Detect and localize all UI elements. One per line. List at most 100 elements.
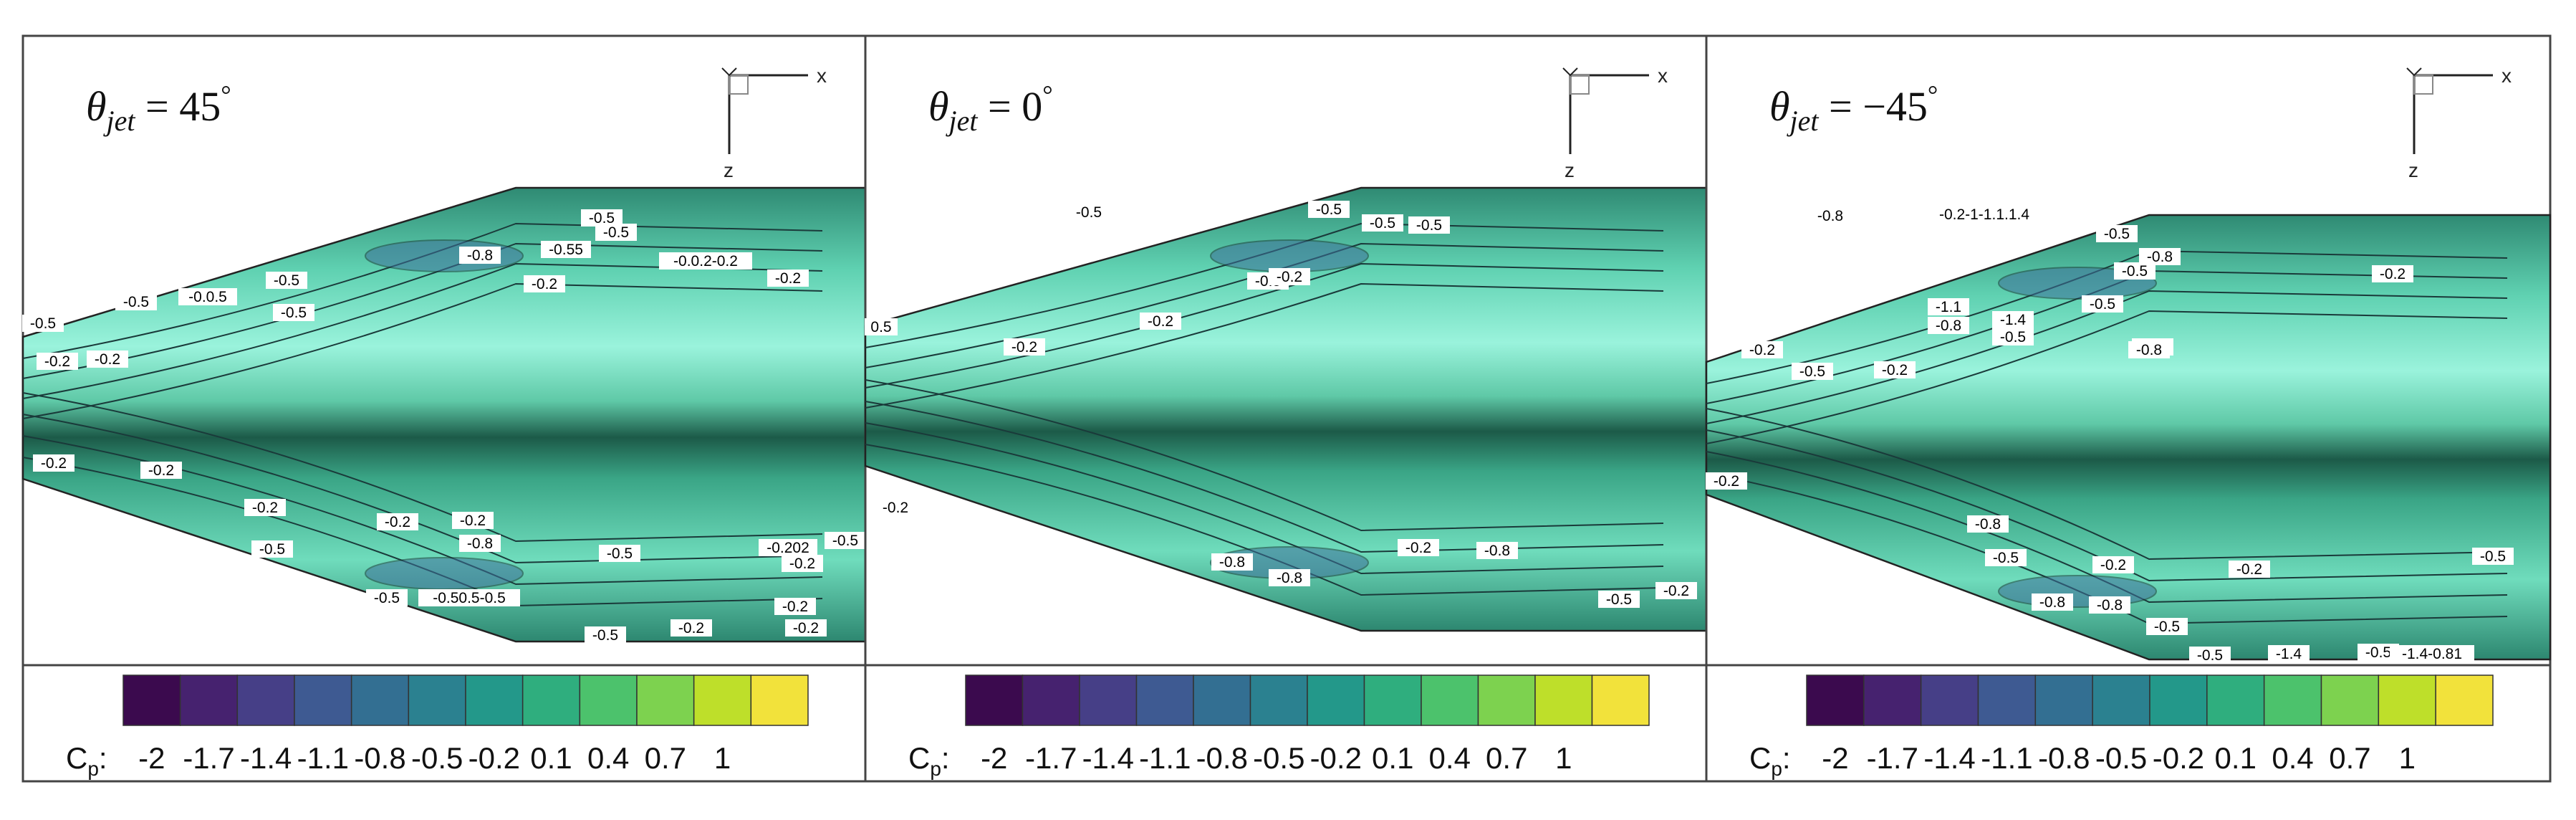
colorbar-tick: -1.1 bbox=[1139, 741, 1191, 775]
contour-label-box bbox=[767, 270, 809, 287]
isoline bbox=[22, 262, 823, 399]
contour-label: -0.5 bbox=[259, 541, 285, 558]
colorbar-swatch bbox=[122, 674, 181, 726]
colorbar-tick: -2 bbox=[1822, 741, 1848, 775]
colorbar-swatch bbox=[1135, 674, 1194, 726]
contour-label-box bbox=[2082, 295, 2123, 313]
title-value: = 0 bbox=[977, 83, 1042, 130]
contour-label-box bbox=[178, 288, 237, 305]
contour-label-box bbox=[1921, 206, 2048, 223]
axis-corner bbox=[2413, 75, 2433, 95]
contour-label-box bbox=[22, 315, 64, 332]
contour-label-box bbox=[1068, 204, 1110, 221]
isoline bbox=[1706, 310, 2508, 444]
contour-label: -0.2 bbox=[1714, 473, 1739, 490]
colorbar-tick: 0.7 bbox=[645, 741, 686, 775]
colorbar-swatch bbox=[1079, 674, 1138, 726]
contour-label-box bbox=[524, 275, 565, 292]
contour-label: -0.8 bbox=[2136, 342, 2162, 358]
colorbar-swatch bbox=[1249, 674, 1308, 726]
colorbar-swatch bbox=[965, 674, 1024, 726]
contour-label: -0.5 bbox=[603, 224, 629, 241]
contour-label-box bbox=[782, 555, 823, 572]
contour-label-box bbox=[1992, 328, 2034, 345]
contour-label-box bbox=[774, 598, 816, 615]
panel-title: θjet = −45° bbox=[1769, 80, 1938, 137]
contour-label-box bbox=[33, 454, 75, 472]
colorbar-tick: -0.8 bbox=[2038, 741, 2090, 775]
contour-label-box bbox=[785, 619, 827, 637]
contour-label: -0.5 bbox=[1370, 215, 1395, 232]
contour-label: -0.2 bbox=[41, 455, 67, 472]
colorbar-tick: 0.7 bbox=[2329, 741, 2370, 775]
contour-label: -0.5 bbox=[1606, 591, 1632, 608]
contour-label-box bbox=[266, 272, 307, 289]
contour-label-box bbox=[2268, 645, 2310, 662]
colorbar-swatch bbox=[465, 674, 524, 726]
title-degree: ° bbox=[221, 80, 231, 109]
colorbar-swatch bbox=[1534, 674, 1593, 726]
contour-label: -0.8 bbox=[2039, 594, 2065, 611]
contour-label-box bbox=[2372, 265, 2413, 282]
colorbar-label-main: C bbox=[1749, 741, 1771, 775]
colorbar-swatch bbox=[1806, 674, 1865, 726]
colorbar-swatch bbox=[2149, 674, 2208, 726]
contour-label: -0.2 bbox=[1011, 339, 1037, 356]
colorbar-swatch bbox=[579, 674, 638, 726]
contour-label-box bbox=[2146, 618, 2188, 635]
contour-label-box bbox=[1706, 472, 1747, 490]
axis-label-z: z bbox=[2408, 159, 2418, 181]
contour-label-box bbox=[2390, 645, 2474, 662]
contour-label-box bbox=[1269, 268, 1310, 285]
isoline bbox=[865, 379, 1664, 532]
contour-label: -1.1 bbox=[1936, 299, 1961, 315]
colorbar-tick: -0.2 bbox=[468, 741, 520, 775]
contour-label: -0.5 bbox=[1799, 363, 1825, 380]
contour-label: -0.2 bbox=[782, 599, 808, 615]
contour-label-box bbox=[1269, 569, 1310, 586]
colorbar-tick: -0.8 bbox=[1196, 741, 1248, 775]
contour-label: -0.5 bbox=[2365, 644, 2391, 661]
title-degree: ° bbox=[1928, 80, 1938, 109]
contour-label-box bbox=[1140, 313, 1181, 330]
panel-theta-minus45: θjet = −45°xz-0.8 -0.2-1-1.1.1.4-0.5-0.8-… bbox=[1705, 34, 2552, 783]
contour-label: -0.2 bbox=[678, 620, 704, 637]
title-degree: ° bbox=[1042, 80, 1052, 109]
contour-label: -0.8 bbox=[1936, 318, 1961, 334]
colorbar-tick: -1.7 bbox=[183, 741, 234, 775]
colorbar-tick: -1.1 bbox=[297, 741, 349, 775]
contour-label: -0.8 bbox=[1277, 570, 1302, 586]
colorbar-tick: -1.4 bbox=[1082, 741, 1134, 775]
y-axis-glyph bbox=[1562, 67, 1578, 77]
contour-label-box bbox=[2189, 647, 2231, 664]
colorbar-swatch bbox=[1022, 674, 1080, 726]
colorbar-label: Cp: bbox=[1749, 741, 1791, 780]
title-value: = −45 bbox=[1818, 83, 1927, 130]
title-subscript: jet bbox=[946, 105, 979, 137]
y-axis-glyph bbox=[721, 67, 737, 77]
colorbar-swatch bbox=[636, 674, 695, 726]
colorbar-tick: -0.5 bbox=[1253, 741, 1304, 775]
contour-label: -0.5 bbox=[274, 272, 299, 289]
isoline bbox=[22, 282, 823, 419]
contour-label: -0.2 bbox=[1749, 342, 1775, 358]
colorbar-swatch bbox=[2263, 674, 2322, 726]
colorbar-swatch bbox=[2206, 674, 2265, 726]
contour-label-box bbox=[366, 589, 408, 606]
contour-label-box bbox=[251, 540, 293, 558]
colorbar-tick: 0.7 bbox=[1486, 741, 1527, 775]
contour-label: -0.0.5 bbox=[188, 289, 227, 305]
contour-label: -0.2 bbox=[460, 512, 486, 529]
contour-label-box bbox=[1211, 553, 1253, 571]
colorbar-swatch bbox=[2435, 674, 2494, 726]
axis-label-z: z bbox=[1565, 159, 1575, 181]
low-pressure-region bbox=[1210, 239, 1369, 272]
title-value: = 45 bbox=[135, 83, 221, 130]
contour-label: -0.8 bbox=[467, 535, 493, 552]
colorbar-tick: -1.4 bbox=[240, 741, 292, 775]
colorbar-label: Cp: bbox=[66, 741, 107, 780]
contour-label-box bbox=[1004, 338, 1045, 356]
contour-label-box bbox=[541, 241, 591, 258]
contour-label: -0.8 bbox=[1975, 516, 2001, 533]
colorbar-tick: 1 bbox=[1555, 741, 1572, 775]
